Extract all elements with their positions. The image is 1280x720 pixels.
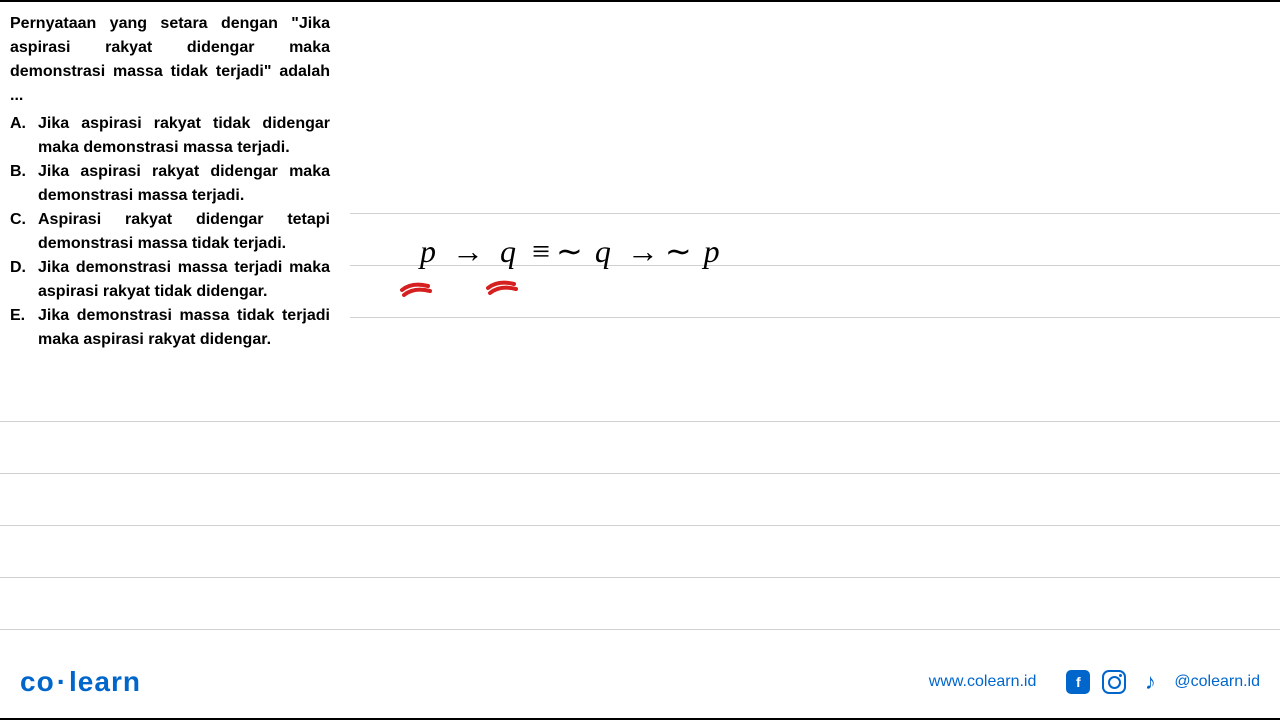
- logo-dot: ·: [57, 666, 67, 697]
- var-q: q: [500, 233, 518, 269]
- question-area: Pernyataan yang setara dengan "Jika aspi…: [10, 12, 330, 352]
- formula-expression: p → q ≡∼ q →∼ p: [420, 233, 722, 269]
- option-text: Jika aspirasi rakyat tidak didengar maka…: [38, 112, 330, 160]
- instagram-icon[interactable]: [1102, 670, 1126, 694]
- option-letter: B.: [10, 160, 38, 208]
- var-p: p: [704, 233, 722, 269]
- facebook-icon[interactable]: f: [1066, 670, 1090, 694]
- question-prompt: Pernyataan yang setara dengan "Jika aspi…: [10, 12, 330, 108]
- arrow-icon: →: [452, 233, 486, 270]
- option-d: D. Jika demonstrasi massa terjadi maka a…: [10, 256, 330, 304]
- website-link[interactable]: www.colearn.id: [929, 673, 1037, 691]
- tiktok-icon[interactable]: ♪: [1138, 670, 1162, 694]
- arrow-icon: →: [627, 233, 661, 270]
- logo-learn: learn: [69, 666, 141, 697]
- social-handle: @colearn.id: [1174, 673, 1260, 691]
- option-text: Jika aspirasi rakyat didengar maka demon…: [38, 160, 330, 208]
- option-letter: C.: [10, 208, 38, 256]
- option-letter: D.: [10, 256, 38, 304]
- logo-co: co: [20, 666, 55, 697]
- option-letter: E.: [10, 304, 38, 352]
- tilde-icon: ∼: [665, 233, 694, 269]
- ruled-line: [0, 370, 1280, 422]
- formula-area: p → q ≡∼ q →∼ p: [420, 232, 722, 270]
- brand-logo: co·learn: [20, 666, 141, 698]
- option-letter: A.: [10, 112, 38, 160]
- option-b: B. Jika aspirasi rakyat didengar maka de…: [10, 160, 330, 208]
- ruled-line: [350, 162, 1280, 214]
- option-c: C. Aspirasi rakyat didengar tetapi demon…: [10, 208, 330, 256]
- option-a: A. Jika aspirasi rakyat tidak didengar m…: [10, 112, 330, 160]
- handwritten-mark-icon: [486, 278, 518, 296]
- footer-right: www.colearn.id f ♪ @colearn.id: [929, 670, 1260, 694]
- ruled-line: [0, 422, 1280, 474]
- option-text: Jika demonstrasi massa terjadi maka aspi…: [38, 256, 330, 304]
- option-text: Aspirasi rakyat didengar tetapi demonstr…: [38, 208, 330, 256]
- footer: co·learn www.colearn.id f ♪ @colearn.id: [0, 666, 1280, 698]
- tilde-icon: ∼: [556, 233, 585, 269]
- ruled-line: [0, 578, 1280, 630]
- equiv-icon: ≡: [532, 233, 552, 270]
- ruled-line: [0, 526, 1280, 578]
- options-list: A. Jika aspirasi rakyat tidak didengar m…: [10, 112, 330, 352]
- handwritten-mark-icon: [400, 280, 432, 298]
- ruled-lines-full: [0, 370, 1280, 630]
- var-p: p: [420, 233, 438, 269]
- ruled-line: [0, 474, 1280, 526]
- option-text: Jika demonstrasi massa tidak terjadi mak…: [38, 304, 330, 352]
- option-e: E. Jika demonstrasi massa tidak terjadi …: [10, 304, 330, 352]
- var-q: q: [595, 233, 613, 269]
